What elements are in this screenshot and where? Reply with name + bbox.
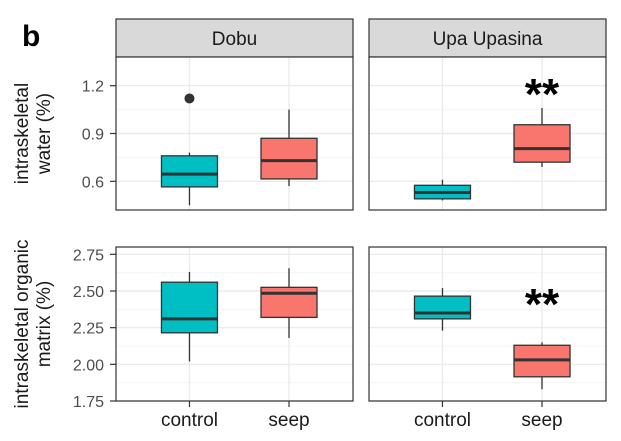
box-control (413, 295, 472, 320)
y-tick-label: 1.2 (82, 79, 104, 96)
panel-1-1: ** (368, 246, 607, 402)
panel-background (369, 247, 606, 401)
y-tick-label: 1.75 (73, 394, 104, 411)
y-axis-label: water (%) (34, 93, 55, 175)
panel-1-0 (115, 246, 354, 402)
panel-0-1: ** (368, 56, 607, 211)
panel-background (116, 247, 353, 401)
panel-border (368, 246, 607, 402)
y-tick-label: 0.9 (82, 127, 104, 144)
y-tick-label: 2.25 (73, 321, 104, 338)
panel-border (115, 246, 354, 402)
y-axis-label: matrix (%) (34, 281, 55, 368)
panel-letter: b (22, 20, 40, 53)
box-control (160, 155, 219, 188)
y-tick-label: 2.00 (73, 357, 104, 374)
y-tick-label: 2.50 (73, 284, 104, 301)
outlier-point (184, 93, 195, 104)
y-axis-label: intraskeletal organic (12, 240, 33, 409)
box-seep (260, 137, 318, 180)
y-tick-label: 2.75 (73, 247, 104, 264)
facet-strip (115, 18, 354, 58)
x-tick-label: control (414, 410, 471, 431)
x-tick-label: seep (268, 410, 309, 431)
x-tick-label: control (161, 410, 218, 431)
facet-strip-label: Upa Upasina (433, 29, 543, 50)
facet-strip (368, 18, 607, 58)
y-tick-label: 0.6 (82, 174, 104, 191)
box-control (160, 281, 219, 334)
panel-border (115, 56, 354, 211)
panel-0-0 (115, 56, 354, 211)
significance-marker: ** (525, 70, 560, 119)
facet-strip-label: Dobu (212, 29, 257, 50)
y-axis-label: intraskeletal (12, 83, 33, 184)
panel-border (368, 56, 607, 211)
x-tick-label: seep (521, 410, 562, 431)
significance-marker: ** (525, 280, 560, 329)
box-seep (513, 124, 571, 163)
